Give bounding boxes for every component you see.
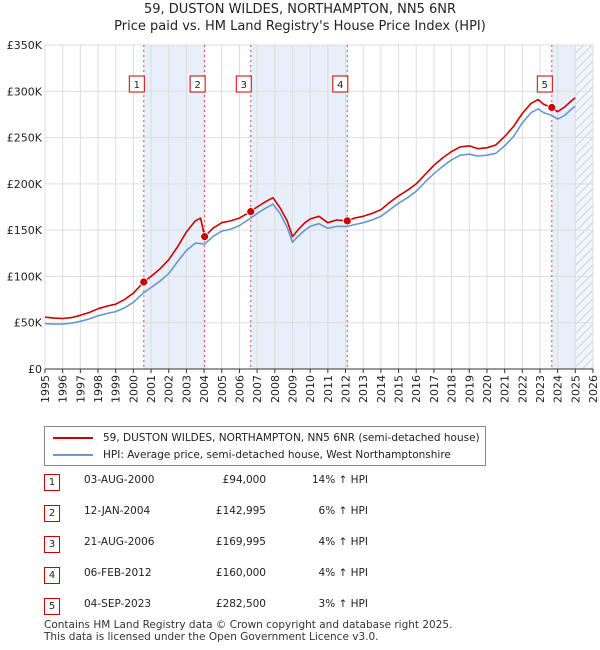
sale-date: 04-SEP-2023 [84,598,152,610]
sale-badge: 1 [44,474,60,491]
x-tick-label: 2015 [393,375,406,403]
sale-price: £94,000 [222,474,266,486]
legend-swatch-hpi [53,454,93,456]
legend: 59, DUSTON WILDES, NORTHAMPTON, NN5 6NR … [44,426,486,466]
y-tick-label: £350K [7,39,43,52]
sale-point [547,103,557,112]
x-tick-label: 2006 [233,375,246,403]
x-tick-label: 2018 [446,375,459,403]
footer-licence: This data is licensed under the Open Gov… [44,631,379,643]
sale-date: 12-JAN-2004 [84,505,151,517]
sale-date: 21-AUG-2006 [84,536,155,548]
x-tick-label: 2022 [516,375,529,403]
sale-hpi: 3% ↑ HPI [318,598,368,610]
x-tick-label: 2012 [340,375,353,403]
sale-price: £282,500 [215,598,266,610]
sale-date: 03-AUG-2000 [84,474,155,486]
legend-label-hpi: HPI: Average price, semi-detached house,… [103,449,451,461]
x-tick-label: 2017 [428,375,441,403]
x-tick-label: 2000 [127,375,140,403]
sale-row: 5 04-SEP-2023 £282,500 3% ↑ HPI [44,598,564,616]
sale-label-number: 4 [337,80,343,91]
sale-point [139,277,149,287]
x-tick-label: 2002 [163,375,176,403]
shaded-period [250,45,348,369]
x-tick-label: 1998 [92,375,105,403]
legend-item-property: 59, DUSTON WILDES, NORTHAMPTON, NN5 6NR … [53,430,480,446]
x-tick-label: 2001 [145,375,158,403]
y-tick-label: £0 [28,363,42,376]
x-tick-label: 2003 [180,375,193,403]
legend-swatch-property [53,437,93,439]
y-tick-label: £300K [7,85,43,98]
x-tick-label: 2008 [269,375,282,403]
x-tick-label: 2004 [198,375,211,403]
x-tick-label: 2009 [286,375,299,403]
sale-hpi: 14% ↑ HPI [311,474,368,486]
sale-row: 2 12-JAN-2004 £142,995 6% ↑ HPI [44,505,564,523]
x-tick-label: 2021 [499,375,512,403]
y-tick-label: £200K [7,178,43,191]
x-tick-label: 2010 [304,375,317,403]
shaded-period [551,45,576,369]
x-tick-label: 2013 [357,375,370,403]
legend-item-hpi: HPI: Average price, semi-detached house,… [53,447,451,463]
sale-row: 4 06-FEB-2012 £160,000 4% ↑ HPI [44,567,564,585]
sale-label-number: 5 [542,80,548,91]
legend-label-property: 59, DUSTON WILDES, NORTHAMPTON, NN5 6NR … [103,432,480,444]
sale-label-box [128,75,145,93]
sale-label-number: 2 [194,80,200,91]
x-tick-label: 2024 [552,375,565,403]
y-tick-label: £250K [7,132,43,145]
x-tick-label: 2026 [587,375,600,403]
y-tick-label: £100K [7,270,43,283]
sale-date: 06-FEB-2012 [84,567,152,579]
x-tick-label: 1999 [110,375,123,403]
x-tick-label: 2016 [410,375,423,403]
future-region [575,45,593,369]
sale-label-box [332,75,349,93]
y-tick-label: £50K [14,317,43,330]
x-tick-label: 2025 [569,375,582,403]
sale-hpi: 4% ↑ HPI [318,567,368,579]
sale-price: £169,995 [215,536,266,548]
chart-title: 59, DUSTON WILDES, NORTHAMPTON, NN5 6NR [143,2,457,17]
sale-row: 3 21-AUG-2006 £169,995 4% ↑ HPI [44,536,564,554]
sale-badge: 4 [44,567,60,584]
x-tick-label: 1996 [57,375,70,403]
x-tick-label: 2014 [375,375,388,403]
sale-badge: 3 [44,536,60,553]
x-tick-label: 2007 [251,375,264,403]
series-line-hpi [44,105,576,325]
sale-point [342,216,352,226]
sale-badge: 2 [44,505,60,522]
footer-copyright: Contains HM Land Registry data © Crown c… [44,619,453,631]
sale-hpi: 4% ↑ HPI [318,536,368,548]
shaded-period [143,45,205,369]
sale-label-box [536,75,553,93]
y-tick-label: £150K [7,224,43,237]
sale-point [200,232,210,242]
sale-label-number: 3 [241,80,247,91]
sale-point [246,207,256,217]
x-tick-label: 2011 [322,375,335,403]
sale-label-box [189,75,206,93]
sale-label-box [235,75,252,93]
x-tick-label: 2020 [481,375,494,403]
x-tick-label: 2005 [216,375,229,403]
sale-hpi: 6% ↑ HPI [318,505,368,517]
x-tick-label: 2023 [534,375,547,403]
x-tick-label: 1995 [39,375,52,403]
price-chart: 1 2 3 4 5 £0 £50K £100K £150K £200K £250K £300K £350… [7,39,600,403]
chart-subtitle: Price paid vs. HM Land Registry's House … [114,19,486,34]
x-tick-label: 2019 [463,375,476,403]
sale-price: £160,000 [215,567,266,579]
x-tick-label: 1997 [74,375,87,403]
sale-price: £142,995 [215,505,266,517]
sale-label-number: 1 [134,80,140,91]
sale-badge: 5 [44,598,60,615]
sale-row: 1 03-AUG-2000 £94,000 14% ↑ HPI [44,474,564,492]
